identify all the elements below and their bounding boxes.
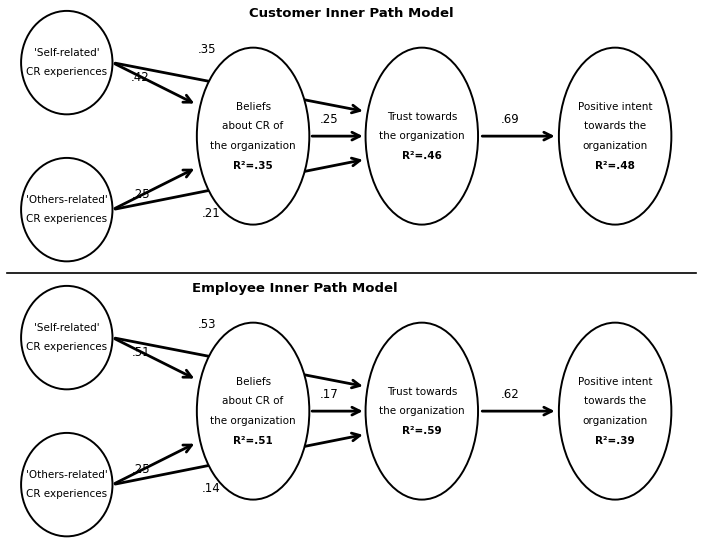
Text: .51: .51 [131,346,150,359]
Text: R²=.48: R²=.48 [595,161,635,170]
Text: 'Others-related': 'Others-related' [26,195,108,205]
Text: CR experiences: CR experiences [26,68,108,78]
Text: .25: .25 [131,188,150,201]
Text: the organization: the organization [379,131,465,141]
Text: CR experiences: CR experiences [26,343,108,353]
Text: the organization: the organization [210,416,296,426]
Text: Employee Inner Path Model: Employee Inner Path Model [193,282,398,295]
Text: Positive intent: Positive intent [578,377,652,387]
Text: 'Self-related': 'Self-related' [34,48,100,58]
Text: .25: .25 [131,463,150,476]
Text: .53: .53 [198,317,217,331]
Text: CR experiences: CR experiences [26,214,108,224]
Ellipse shape [366,48,478,224]
Text: R²=.35: R²=.35 [233,161,273,170]
Text: .35: .35 [198,42,217,56]
Text: CR experiences: CR experiences [26,490,108,499]
Text: organization: organization [583,141,647,151]
Ellipse shape [21,286,112,389]
Text: Beliefs: Beliefs [236,102,271,112]
Ellipse shape [21,158,112,261]
Text: the organization: the organization [210,141,296,151]
Text: about CR of: about CR of [222,397,284,406]
Text: .42: .42 [131,71,150,84]
Text: R²=.51: R²=.51 [233,436,273,446]
Text: .62: .62 [501,388,519,401]
Text: 'Self-related': 'Self-related' [34,323,100,333]
Text: 'Others-related': 'Others-related' [26,470,108,480]
Ellipse shape [559,323,671,499]
Ellipse shape [21,11,112,114]
Text: .14: .14 [202,482,220,495]
Text: Trust towards: Trust towards [387,387,457,397]
Text: .25: .25 [320,113,338,127]
Text: towards the: towards the [584,122,646,131]
Text: R²=.59: R²=.59 [402,426,441,436]
Ellipse shape [21,433,112,536]
Text: .17: .17 [320,388,338,401]
Text: R²=.46: R²=.46 [402,151,441,161]
Ellipse shape [366,323,478,499]
Text: Positive intent: Positive intent [578,102,652,112]
Text: the organization: the organization [379,406,465,416]
Text: .69: .69 [501,113,519,127]
Ellipse shape [197,323,309,499]
Text: towards the: towards the [584,397,646,406]
Text: R²=.39: R²=.39 [595,436,635,446]
Ellipse shape [559,48,671,224]
Text: Customer Inner Path Model: Customer Inner Path Model [249,7,454,20]
Text: Trust towards: Trust towards [387,112,457,122]
Text: organization: organization [583,416,647,426]
Text: Beliefs: Beliefs [236,377,271,387]
Text: .21: .21 [202,207,220,220]
Text: about CR of: about CR of [222,122,284,131]
Ellipse shape [197,48,309,224]
